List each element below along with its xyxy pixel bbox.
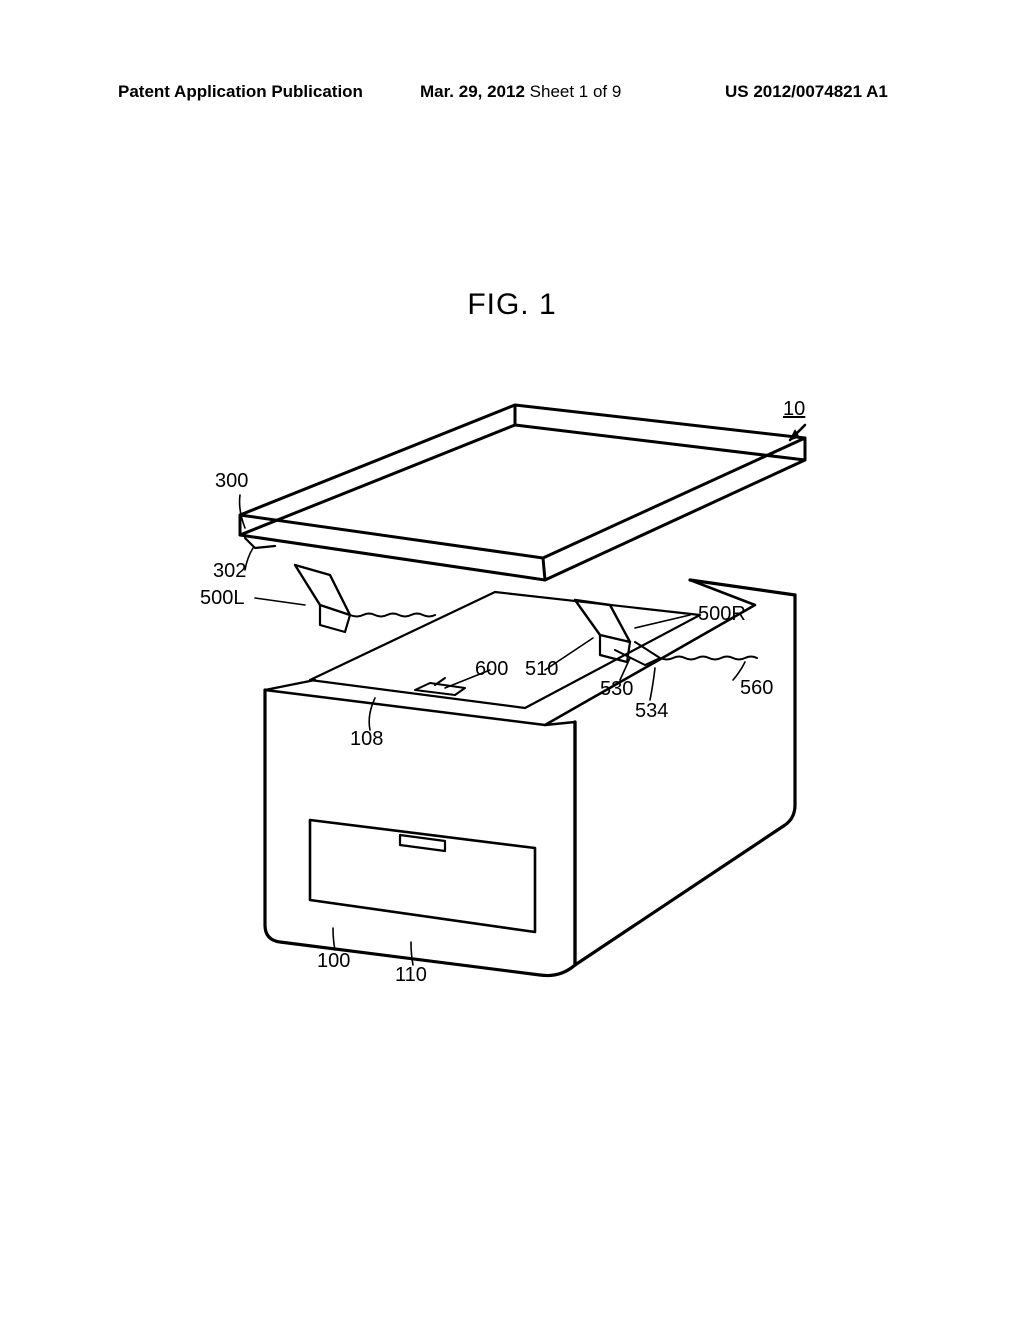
figure-drawing: 10 300 302 500L 500R 560 600 510 530 534… — [145, 380, 875, 1000]
ref-530: 530 — [600, 678, 633, 701]
page-header: Patent Application Publication Mar. 29, … — [0, 82, 1024, 112]
ref-100: 100 — [317, 950, 350, 973]
figure-title: FIG. 1 — [0, 288, 1024, 322]
ref-600: 600 — [475, 658, 508, 681]
ref-108: 108 — [350, 728, 383, 751]
page: Patent Application Publication Mar. 29, … — [0, 0, 1024, 1320]
header-publication: Patent Application Publication — [118, 82, 363, 102]
ref-510: 510 — [525, 658, 558, 681]
ref-300: 300 — [215, 470, 248, 493]
header-date-sheet: Mar. 29, 2012 Sheet 1 of 9 — [420, 82, 621, 102]
ref-500R: 500R — [698, 603, 746, 626]
ref-534: 534 — [635, 700, 668, 723]
header-date: Mar. 29, 2012 — [420, 82, 525, 101]
ref-10: 10 — [783, 398, 805, 421]
ref-560: 560 — [740, 677, 773, 700]
ref-110: 110 — [395, 964, 427, 987]
header-pubnum: US 2012/0074821 A1 — [725, 82, 888, 102]
header-sheet: Sheet 1 of 9 — [525, 82, 621, 101]
ref-302: 302 — [213, 560, 246, 583]
ref-500L: 500L — [200, 587, 245, 610]
